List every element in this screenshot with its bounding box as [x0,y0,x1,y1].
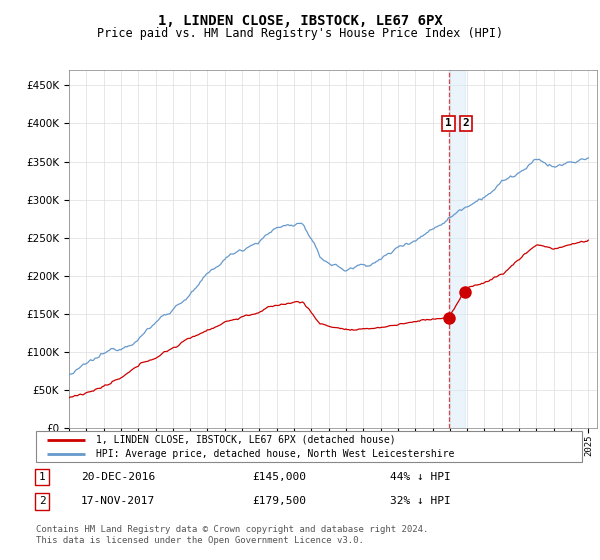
Text: 1: 1 [445,118,452,128]
Text: 20-DEC-2016: 20-DEC-2016 [81,472,155,482]
Text: Contains HM Land Registry data © Crown copyright and database right 2024.
This d: Contains HM Land Registry data © Crown c… [36,525,428,545]
Text: £179,500: £179,500 [252,496,306,506]
Text: HPI: Average price, detached house, North West Leicestershire: HPI: Average price, detached house, Nort… [96,449,454,459]
Text: 44% ↓ HPI: 44% ↓ HPI [390,472,451,482]
Text: 2: 2 [463,118,469,128]
Text: 1, LINDEN CLOSE, IBSTOCK, LE67 6PX: 1, LINDEN CLOSE, IBSTOCK, LE67 6PX [158,14,442,28]
Text: Price paid vs. HM Land Registry's House Price Index (HPI): Price paid vs. HM Land Registry's House … [97,27,503,40]
Text: 1: 1 [38,472,46,482]
Text: 1, LINDEN CLOSE, IBSTOCK, LE67 6PX (detached house): 1, LINDEN CLOSE, IBSTOCK, LE67 6PX (deta… [96,435,395,445]
Text: 32% ↓ HPI: 32% ↓ HPI [390,496,451,506]
FancyBboxPatch shape [36,431,582,462]
Text: 17-NOV-2017: 17-NOV-2017 [81,496,155,506]
Bar [449,70,465,428]
Text: £145,000: £145,000 [252,472,306,482]
Text: 2: 2 [38,496,46,506]
